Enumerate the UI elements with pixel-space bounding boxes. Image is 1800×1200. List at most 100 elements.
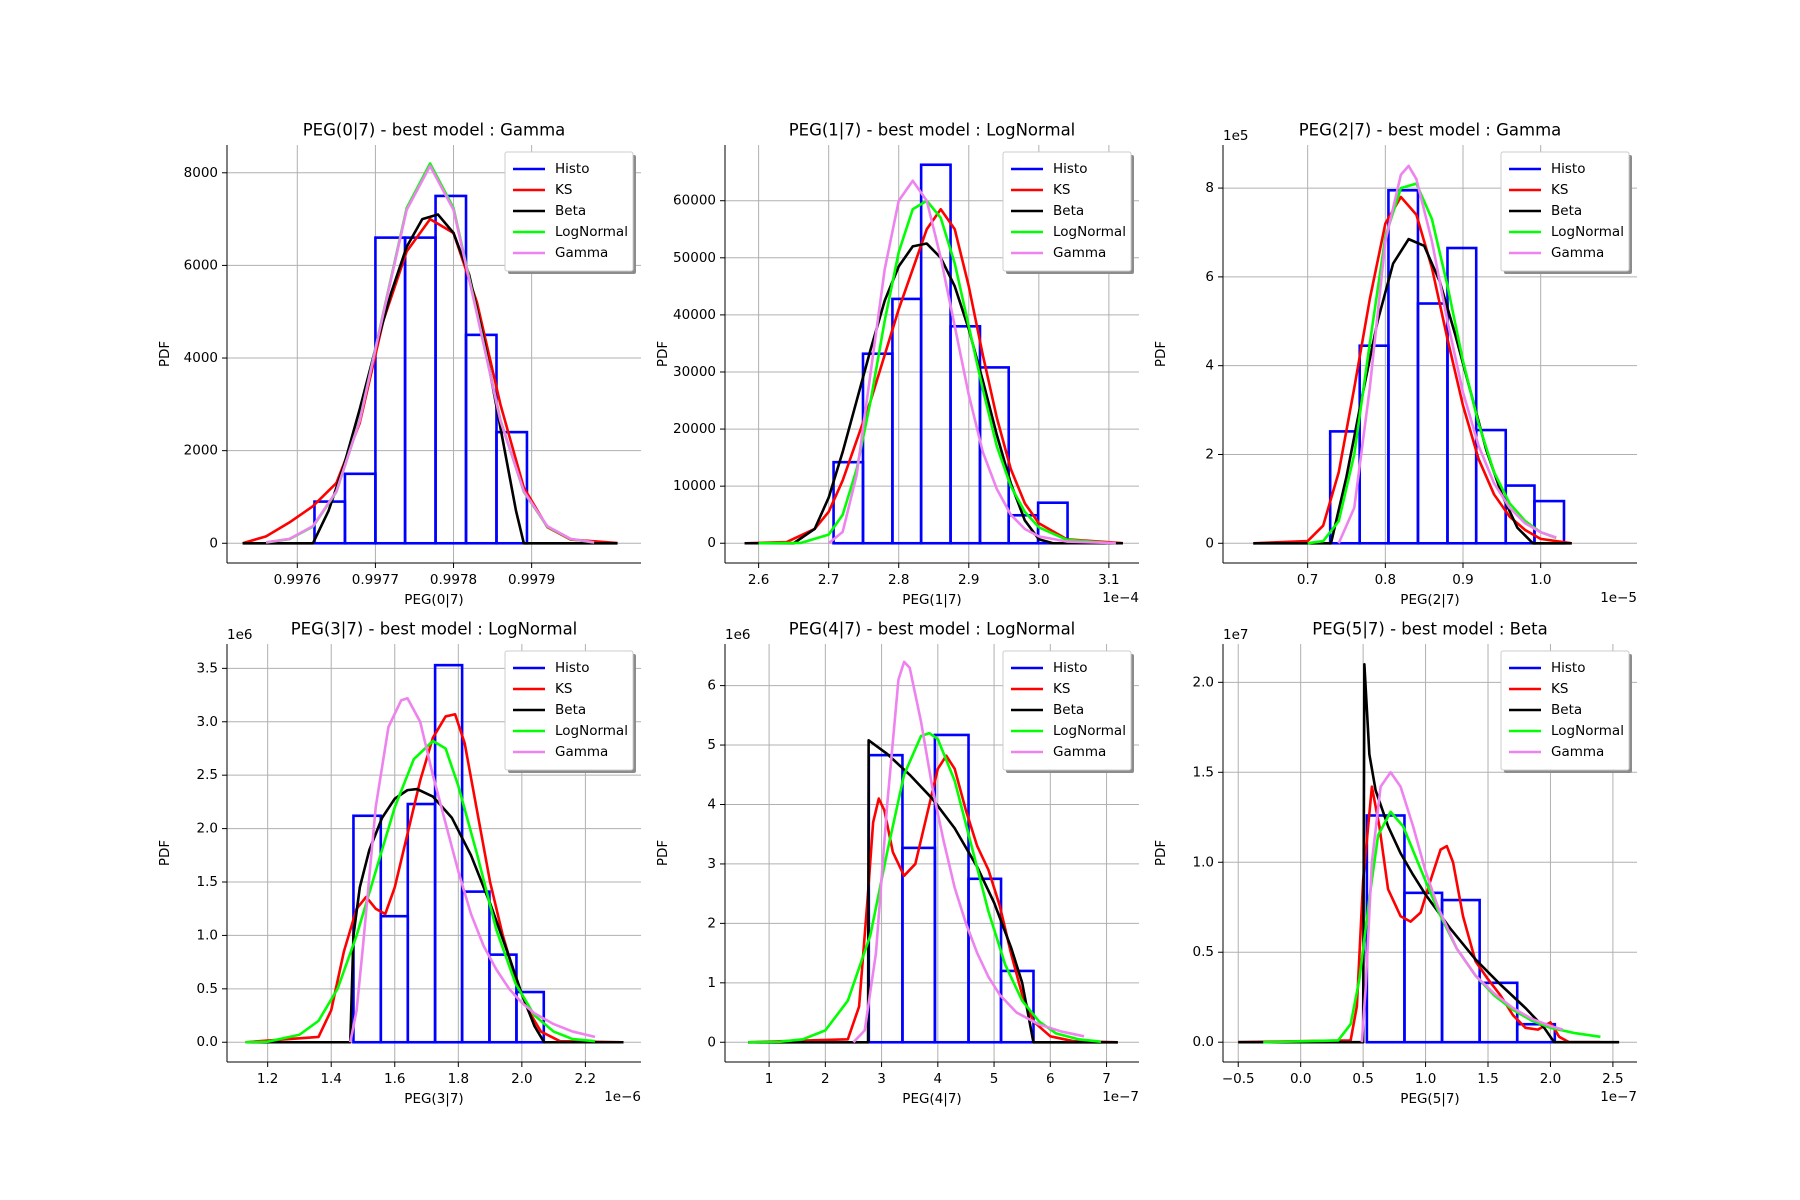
pdf-curve [349,696,596,1043]
histogram-bar [403,236,437,545]
legend-label: KS [1551,681,1568,697]
legend-label: Beta [1053,702,1084,718]
y-tick-label: 10000 [673,478,716,494]
pdf-curve [1337,164,1557,544]
legend-box [504,650,634,771]
x-offset-label: 1e−7 [1600,1089,1637,1105]
y-tick-label: 40000 [673,307,716,323]
y-tick-label: 8 [1205,180,1214,196]
y-tick-label: 1.0 [197,927,218,943]
x-axis-label: PEG(3|7) [404,1091,463,1107]
legend-label: Beta [1053,203,1084,219]
x-tick-label: 2 [821,1071,830,1087]
legend-label: LogNormal [1053,224,1126,240]
x-tick-label: 2.2 [575,1071,596,1087]
y-tick-label: 8000 [184,165,218,181]
histogram-bar [967,877,1003,1044]
x-tick-label: 0.7 [1297,572,1318,588]
y-tick-label: 0.0 [197,1034,218,1050]
x-axis-label: PEG(0|7) [404,592,463,608]
legend-label: KS [555,681,572,697]
y-tick-label: 50000 [673,250,716,266]
y-tick-label: 3 [707,856,716,872]
y-axis-label: PDF [655,840,671,866]
legend-label: LogNormal [1551,224,1624,240]
y-axis-label: PDF [157,341,173,367]
histogram-bar [891,297,923,545]
x-offset-label: 1e−7 [1102,1089,1139,1105]
y-tick-label: 4000 [184,350,218,366]
x-tick-label: −0.5 [1222,1071,1255,1087]
x-tick-label: 2.8 [888,572,909,588]
x-tick-label: 2.6 [748,572,769,588]
histogram-bar [933,733,970,1044]
y-tick-label: 0 [1205,535,1214,551]
pdf-curve [852,660,1085,1044]
y-tick-label: 1.5 [197,874,218,890]
x-tick-label: 1.2 [257,1071,278,1087]
pdf-curve [1238,785,1601,1044]
y-tick-label: 0.0 [1193,1034,1214,1050]
y-tick-label: 3.0 [197,714,218,730]
y-tick-label: 2 [1205,446,1214,462]
histogram-bar [1387,188,1420,545]
x-offset-label: 1e−5 [1600,590,1637,606]
x-tick-label: 2.0 [1540,1071,1561,1087]
x-axis-label: PEG(1|7) [902,592,961,608]
y-tick-label: 4 [707,796,716,812]
y-tick-label: 0.5 [197,981,218,997]
histogram-bar [1446,246,1478,545]
legend-label: Histo [1053,161,1088,177]
chart-title: PEG(1|7) - best model : LogNormal [789,121,1076,140]
legend-label: LogNormal [1053,723,1126,739]
x-tick-label: 0.8 [1375,572,1396,588]
y-tick-label: 2 [707,915,716,931]
legend-label: KS [1053,182,1070,198]
x-axis-label: PEG(5|7) [1400,1091,1459,1107]
y-tick-label: 2000 [184,443,218,459]
x-tick-label: 3 [877,1071,886,1087]
y-axis-label: PDF [1153,341,1169,367]
histogram-bar [460,890,491,1044]
pdf-curve [758,199,1109,545]
x-tick-label: 2.5 [1602,1071,1623,1087]
legend-label: Beta [555,702,586,718]
pdf-curve [1307,182,1557,545]
histogram-bar [1440,898,1481,1044]
chart-title: PEG(0|7) - best model : Gamma [303,121,566,140]
y-tick-label: 1 [707,975,716,991]
pdf-curve [748,731,1102,1044]
y-tick-label: 2.0 [197,821,218,837]
legend-label: Beta [555,203,586,219]
histogram-bar [406,802,437,1044]
x-tick-label: 7 [1102,1071,1111,1087]
legend-label: Histo [555,161,590,177]
pdf-curve [827,179,1116,545]
x-tick-label: 0.5 [1352,1071,1373,1087]
legend-box [1500,151,1630,272]
pdf-curve [245,739,596,1044]
x-tick-label: 1.0 [1530,572,1551,588]
x-tick-label: 2.0 [511,1071,532,1087]
legend-label: Histo [555,660,590,676]
histogram-bar [1515,1022,1557,1044]
y-tick-label: 6 [707,678,716,694]
x-tick-label: 1 [765,1071,774,1087]
chart-title: PEG(2|7) - best model : Gamma [1299,121,1562,140]
pdf-curve [744,242,1123,545]
y-offset-label: 1e7 [1223,627,1248,643]
y-tick-label: 6 [1205,269,1214,285]
histogram-bar [901,846,937,1044]
histogram-bar [1358,344,1390,545]
x-axis-label: PEG(4|7) [902,1091,961,1107]
legend-label: Gamma [1053,744,1106,760]
histogram-bar [343,472,377,545]
x-tick-label: 6 [1046,1071,1055,1087]
legend-label: Beta [1551,702,1582,718]
x-tick-label: 0.9976 [274,572,321,588]
x-tick-label: 1.6 [384,1071,405,1087]
y-offset-label: 1e6 [227,627,252,643]
legend-label: LogNormal [1551,723,1624,739]
x-offset-label: 1e−6 [604,1089,641,1105]
